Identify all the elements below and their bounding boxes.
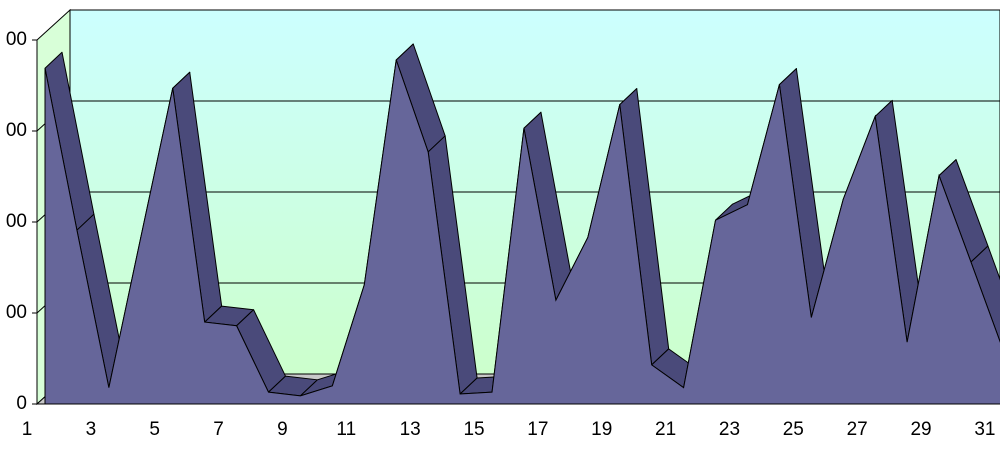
x-tick-label: 11 <box>336 419 356 440</box>
x-tick-label: 15 <box>463 419 484 440</box>
x-tick-label: 7 <box>213 419 224 440</box>
x-tick-label: 27 <box>847 419 868 440</box>
y-tick-label: 00 <box>6 29 27 50</box>
x-tick-label: 19 <box>591 419 612 440</box>
y-tick-label: 00 <box>6 211 27 232</box>
area <box>44 59 1000 405</box>
x-tick-label: 21 <box>655 419 676 440</box>
x-tick-label: 31 <box>974 419 995 440</box>
x-tick-label: 9 <box>277 419 288 440</box>
x-tick-label: 23 <box>719 419 740 440</box>
y-tick-label: 00 <box>6 120 27 141</box>
y-tick-label: 00 <box>6 302 27 323</box>
x-tick-label: 17 <box>527 419 548 440</box>
x-tick-label: 5 <box>149 419 160 440</box>
x-tick-label: 13 <box>400 419 421 440</box>
x-tick-label: 3 <box>86 419 97 440</box>
x-tick-label: 29 <box>910 419 931 440</box>
y-tick-label: 0 <box>16 393 27 414</box>
x-tick-label: 25 <box>783 419 804 440</box>
x-tick-label: 1 <box>22 419 33 440</box>
